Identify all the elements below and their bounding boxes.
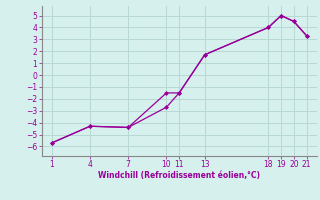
X-axis label: Windchill (Refroidissement éolien,°C): Windchill (Refroidissement éolien,°C): [98, 171, 260, 180]
